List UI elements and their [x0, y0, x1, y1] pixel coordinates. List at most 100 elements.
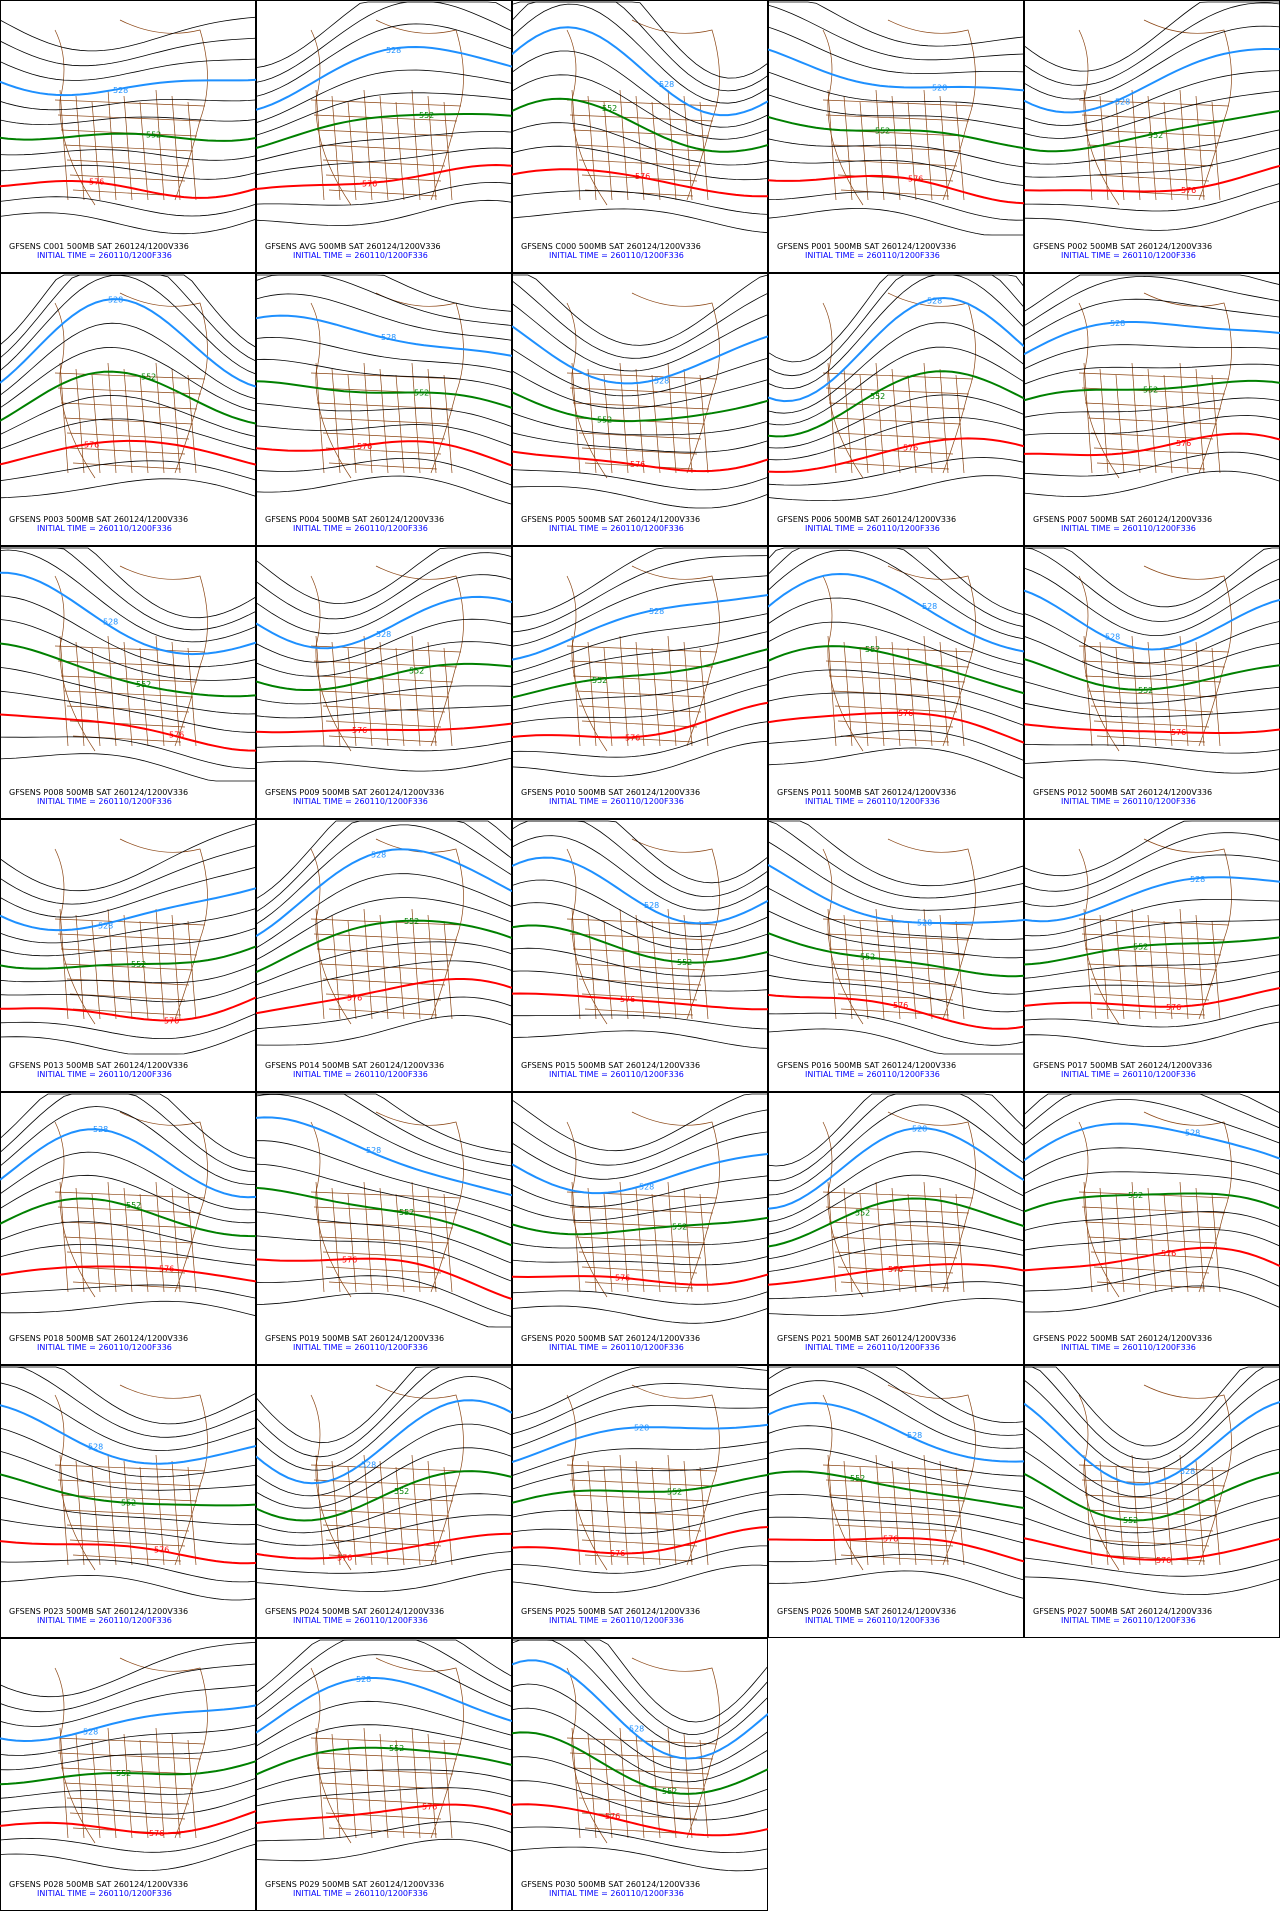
state-line	[411, 635, 421, 747]
panel-init-time: INITIAL TIME = 260110/1200F336	[549, 797, 684, 806]
state-line	[60, 1221, 198, 1229]
contour-line	[256, 1769, 512, 1791]
state-line	[939, 368, 949, 474]
map-panel: 528 552 576 GFSENS P006 500MB SAT 260124/12…	[768, 273, 1024, 546]
contour-line	[0, 667, 256, 715]
contour-label: 528	[1110, 319, 1125, 328]
contour-line	[1024, 109, 1280, 153]
contour-line	[512, 575, 768, 647]
contour-label: 528	[113, 86, 128, 95]
contour-label: 528	[381, 333, 396, 342]
map-panel: 528 552 576 GFSENS P007 500MB SAT 260124/12…	[1024, 273, 1280, 546]
contour-line	[512, 1846, 768, 1872]
state-line	[1090, 1524, 1214, 1532]
state-line	[683, 914, 693, 1020]
contour-line	[512, 902, 768, 950]
state-line	[834, 1251, 958, 1259]
coastline	[1078, 1111, 1232, 1298]
contour-line	[1024, 275, 1280, 327]
contour-label: 528	[932, 83, 947, 92]
state-line	[75, 1733, 85, 1839]
contour-line	[0, 212, 256, 235]
contour-label: 528	[654, 376, 669, 385]
contour-line	[1024, 1471, 1280, 1522]
contour-line	[512, 1196, 768, 1221]
contour-label: 576	[1176, 439, 1191, 448]
contour-line	[0, 164, 256, 180]
panel-title: GFSENS C001 500MB SAT 260124/1200V336	[9, 242, 189, 251]
map-outline	[566, 1384, 720, 1571]
coastline	[1078, 565, 1232, 752]
panel-border	[0, 273, 256, 546]
panel-init-time: INITIAL TIME = 260110/1200F336	[1061, 1070, 1196, 1079]
panel-title: GFSENS P025 500MB SAT 260124/1200V336	[521, 1607, 700, 1616]
contour-line	[256, 274, 512, 326]
contour-line	[1024, 1122, 1280, 1162]
contour-line	[768, 1380, 1024, 1449]
state-line	[825, 1479, 970, 1487]
contour-line	[512, 486, 768, 509]
contour-line	[768, 711, 1024, 744]
panel-border	[0, 1365, 256, 1638]
state-line	[840, 1281, 950, 1289]
contour-line	[0, 1366, 256, 1438]
contour-line	[768, 26, 1024, 74]
state-line	[619, 1727, 629, 1839]
panel-init-time: INITIAL TIME = 260110/1200F336	[549, 251, 684, 260]
contour-line	[256, 740, 512, 752]
contour-line	[256, 941, 512, 986]
contour-line	[512, 1093, 768, 1152]
panel-init-time: INITIAL TIME = 260110/1200F336	[37, 524, 172, 533]
contour-line	[0, 945, 256, 970]
panel-init-time: INITIAL TIME = 260110/1200F336	[805, 1070, 940, 1079]
contour-line	[768, 572, 1024, 653]
contour-line	[256, 1186, 512, 1247]
contour-line	[768, 1243, 1024, 1272]
state-line	[66, 705, 190, 713]
contour-line	[512, 1545, 768, 1574]
state-line	[572, 1494, 710, 1502]
contour-line	[512, 740, 768, 777]
map-panel: 528 552 576 GFSENS P010 500MB SAT 260124/12…	[512, 546, 768, 819]
state-line	[1096, 735, 1206, 743]
panel-title: GFSENS P013 500MB SAT 260124/1200V336	[9, 1061, 188, 1070]
state-line	[939, 1187, 949, 1293]
contour-line	[0, 1777, 256, 1799]
contour-line	[1024, 954, 1280, 979]
contour-line	[0, 395, 256, 437]
contour-line	[0, 1093, 256, 1172]
panel-border	[1024, 1365, 1280, 1638]
contour-label: 576	[898, 709, 913, 718]
panel-init-time: INITIAL TIME = 260110/1200F336	[549, 1889, 684, 1898]
contour-label: 576	[908, 175, 923, 184]
contour-label: 552	[1138, 686, 1153, 695]
map-outline	[1078, 838, 1232, 1025]
contour-line	[0, 1827, 256, 1853]
state-line	[316, 948, 454, 956]
panel-init-time: INITIAL TIME = 260110/1200F336	[37, 1889, 172, 1898]
map-panel: 528 552 576 GFSENS P002 500MB SAT 260124/12…	[1024, 0, 1280, 273]
contour-line	[1024, 1246, 1280, 1272]
contour-label: 576	[903, 443, 918, 452]
contour-line	[256, 552, 512, 620]
contour-label: 576	[625, 733, 640, 742]
state-line	[840, 1554, 950, 1562]
contour-line	[0, 690, 256, 733]
state-line	[923, 89, 933, 201]
contour-line	[0, 1519, 256, 1545]
panel-title: GFSENS P004 500MB SAT 260124/1200V336	[265, 515, 444, 524]
contour-line	[256, 403, 512, 428]
contour-line	[0, 149, 256, 161]
contour-line	[0, 845, 256, 905]
contour-label: 576	[1171, 728, 1186, 737]
contour-line	[1024, 876, 1280, 923]
contour-line	[256, 314, 512, 357]
contour-line	[256, 1235, 512, 1282]
panel-init-time: INITIAL TIME = 260110/1200F336	[37, 251, 172, 260]
panel-border	[1024, 819, 1280, 1092]
state-line	[427, 368, 437, 474]
state-line	[319, 1509, 450, 1517]
state-line	[1090, 432, 1214, 440]
state-line	[60, 675, 198, 683]
state-line	[363, 635, 373, 747]
